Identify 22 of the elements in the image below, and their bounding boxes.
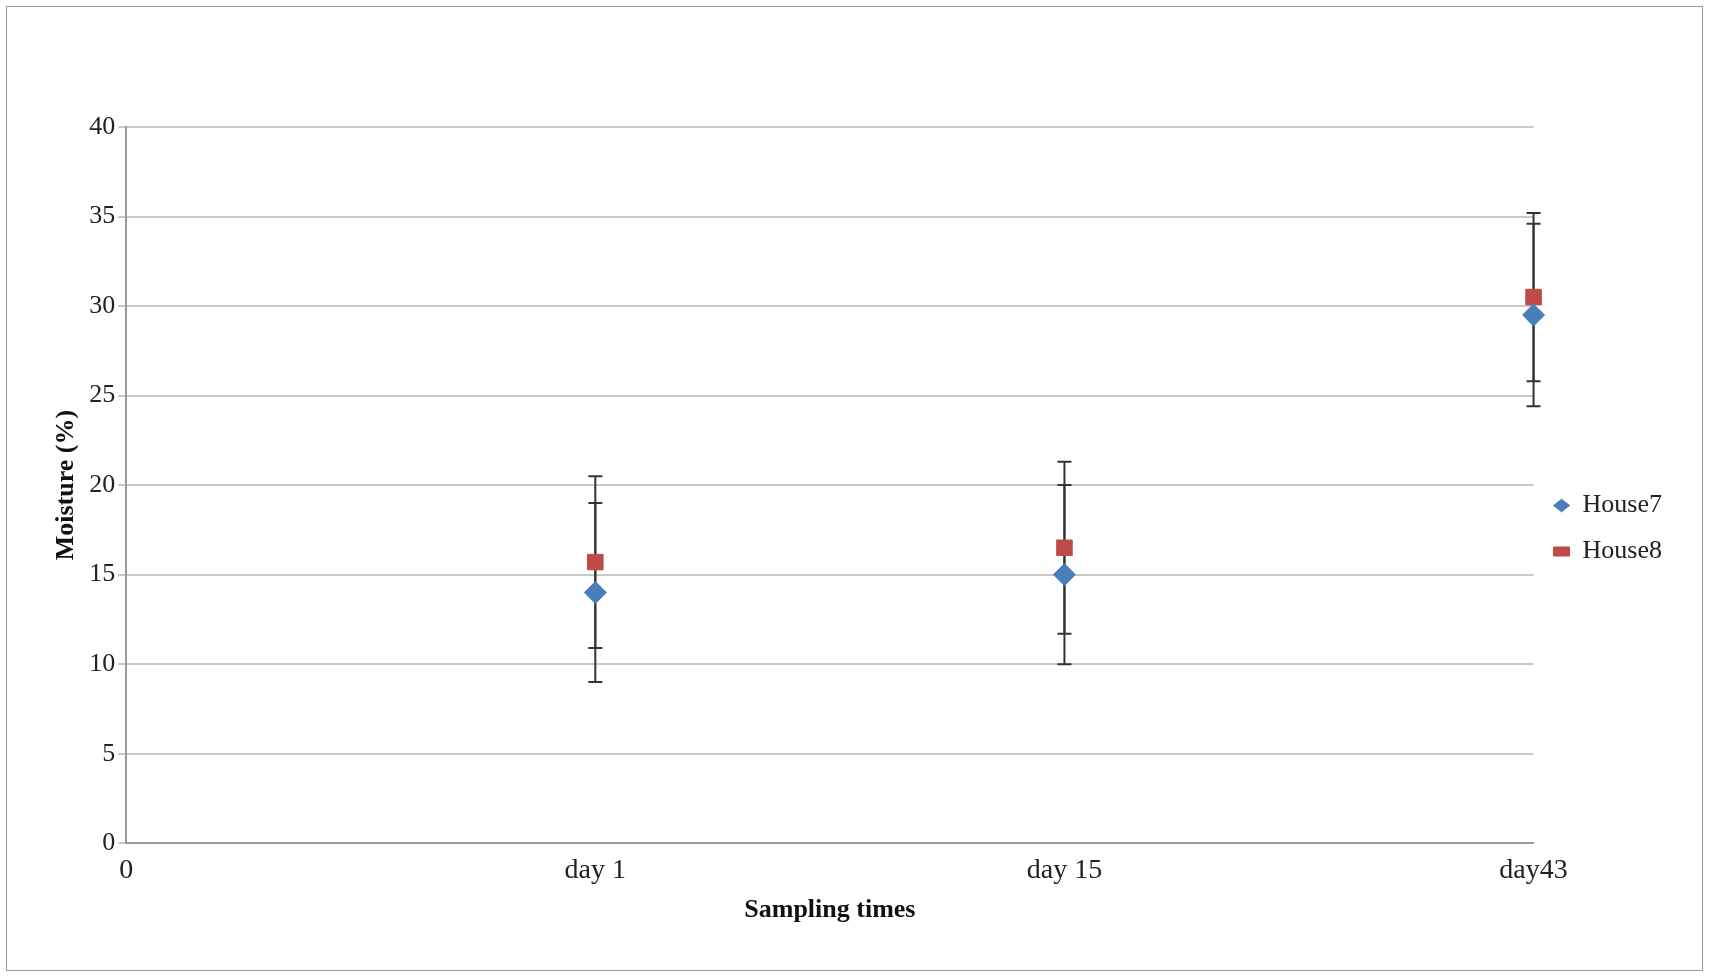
y-tick-label: 20 xyxy=(89,468,116,498)
point xyxy=(1052,563,1076,587)
x-axis-title: Sampling times xyxy=(744,894,916,924)
x-tick-label: day 15 xyxy=(1026,853,1103,885)
x-tick-label: day 1 xyxy=(564,853,627,885)
legend-label: House7 xyxy=(1582,489,1662,519)
y-tick-label: 35 xyxy=(89,200,116,230)
y-tick-label: 0 xyxy=(102,827,116,857)
y-axis-title: Moisture (%) xyxy=(50,409,80,561)
point xyxy=(1525,288,1542,306)
legend-label: House8 xyxy=(1582,535,1662,565)
y-tick-label: 30 xyxy=(89,289,116,319)
y-tick-label: 25 xyxy=(89,379,116,409)
y-tick-label: 40 xyxy=(89,110,116,140)
point xyxy=(1522,303,1546,327)
y-tick-label: 5 xyxy=(102,737,116,767)
point xyxy=(587,553,604,571)
x-tick-label: day43 xyxy=(1499,853,1568,885)
point xyxy=(1056,539,1073,557)
y-tick-label: 10 xyxy=(89,647,116,677)
y-tick-label: 15 xyxy=(89,558,116,588)
point xyxy=(583,581,607,605)
